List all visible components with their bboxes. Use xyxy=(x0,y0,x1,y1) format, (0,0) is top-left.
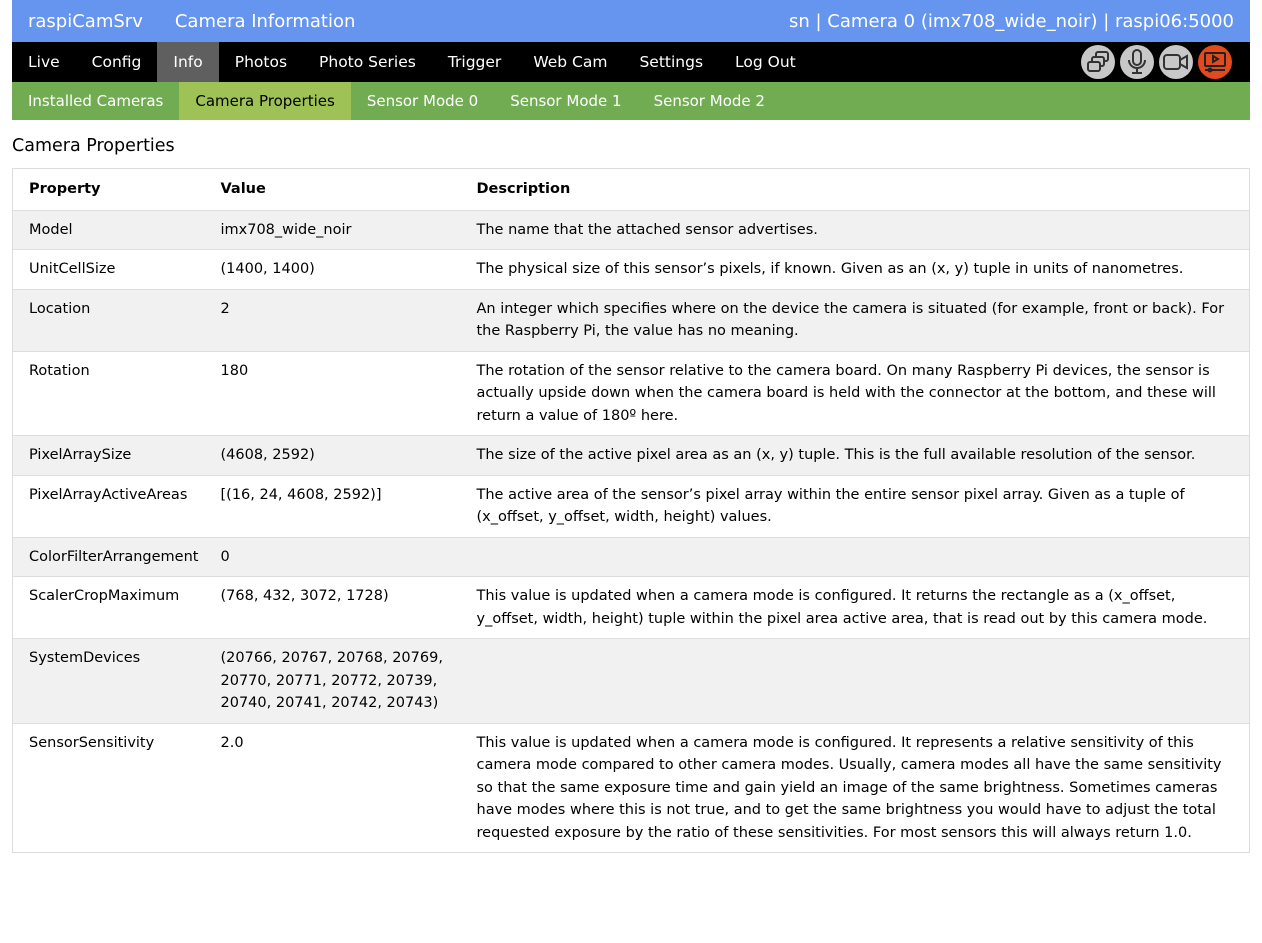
subnav-item-sensor-mode-2[interactable]: Sensor Mode 2 xyxy=(653,92,765,110)
nav-item-web-cam[interactable]: Web Cam xyxy=(533,53,608,71)
value-cell: (1400, 1400) xyxy=(220,261,315,277)
property-cell: UnitCellSize xyxy=(29,261,116,277)
value-cell: 2 xyxy=(220,300,230,317)
table-row: Rotation 180 The rotation of the sensor re… xyxy=(12,351,1250,436)
description-cell: The physical size of this sensor’s pixel… xyxy=(476,261,1184,277)
property-cell: Rotation xyxy=(29,362,90,379)
table-header-row: Property Value Description xyxy=(12,169,1250,210)
table-row: PixelArrayActiveAreas [(16, 24, 4608, 259… xyxy=(12,475,1250,537)
description-cell: This value is updated when a camera mode… xyxy=(476,734,1222,841)
nav-item-log-out[interactable]: Log Out xyxy=(735,53,796,71)
nav-item-settings[interactable]: Settings xyxy=(639,53,704,71)
camera-status: sn | Camera 0 (imx708_wide_noir) | raspi… xyxy=(789,10,1234,32)
table-row: ScalerCropMaximum (768, 432, 3072, 1728) T… xyxy=(12,577,1250,639)
table-row: Model imx708_wide_noir The name that the a… xyxy=(12,210,1250,250)
nav-item-config[interactable]: Config xyxy=(91,53,142,71)
description-cell: The name that the attached sensor advert… xyxy=(476,221,818,238)
column-header: Value xyxy=(220,181,266,197)
camera-properties-table: Property Value Description Model imx708_w… xyxy=(12,168,1250,853)
subnav-item-installed-cameras[interactable]: Installed Cameras xyxy=(28,92,164,110)
nav-icons xyxy=(1081,42,1250,82)
value-cell: (768, 432, 3072, 1728) xyxy=(220,588,389,604)
property-cell: ScalerCropMaximum xyxy=(29,588,180,604)
value-cell: (4608, 2592) xyxy=(220,447,315,463)
nav-item-info[interactable]: Info xyxy=(157,42,219,82)
nav-item-photos[interactable]: Photos xyxy=(234,53,288,71)
table-row: SensorSensitivity 2.0 This value is update… xyxy=(12,723,1250,853)
value-cell: 0 xyxy=(220,548,230,565)
description-cell: The rotation of the sensor relative to t… xyxy=(476,362,1216,424)
property-cell: ColorFilterArrangement xyxy=(29,548,199,565)
multi-window-icon[interactable] xyxy=(1081,45,1115,79)
description-cell: The size of the active pixel area as an … xyxy=(476,447,1196,463)
column-header: Description xyxy=(476,181,571,197)
page-title-header: Camera Information xyxy=(174,10,356,32)
nav-item-photo-series[interactable]: Photo Series xyxy=(319,53,416,71)
property-cell: Location xyxy=(29,300,91,317)
property-cell: SensorSensitivity xyxy=(29,734,155,751)
nav-item-trigger[interactable]: Trigger xyxy=(447,53,502,71)
property-cell: Model xyxy=(29,221,73,238)
description-cell: An integer which specifies where on the … xyxy=(476,300,1225,340)
description-cell: The active area of the sensor’s pixel ar… xyxy=(476,486,1185,526)
table-row: SystemDevices (20766, 20767, 20768, 20769… xyxy=(12,638,1250,724)
value-cell: imx708_wide_noir xyxy=(220,221,352,238)
subnav-item-camera-properties[interactable]: Camera Properties xyxy=(179,82,351,120)
property-cell: SystemDevices xyxy=(29,650,141,666)
description-cell xyxy=(461,537,1250,577)
main-nav: Live Config Info Photos Photo Series Trigger W… xyxy=(12,42,1250,82)
sub-nav: Installed Cameras Camera Properties Sensor… xyxy=(12,82,1250,120)
app-name[interactable]: raspiCamSrv xyxy=(28,10,143,32)
table-row: UnitCellSize (1400, 1400) The physical siz… xyxy=(12,250,1250,289)
subnav-item-sensor-mode-1[interactable]: Sensor Mode 1 xyxy=(510,92,622,110)
value-cell: [(16, 24, 4608, 2592)] xyxy=(220,486,382,503)
property-cell: PixelArraySize xyxy=(29,447,132,463)
description-cell: This value is updated when a camera mode… xyxy=(476,588,1208,627)
column-header: Property xyxy=(29,181,101,197)
table-row: ColorFilterArrangement 0 xyxy=(12,537,1250,577)
microphone-icon[interactable] xyxy=(1120,45,1154,79)
value-cell: 2.0 xyxy=(220,734,244,751)
table-row: Location 2 An integer which specifies wher… xyxy=(12,289,1250,351)
table-row: PixelArraySize (4608, 2592) The size of th… xyxy=(12,435,1250,475)
description-cell xyxy=(461,639,1250,724)
subnav-item-sensor-mode-0[interactable]: Sensor Mode 0 xyxy=(366,92,479,110)
nav-item-live[interactable]: Live xyxy=(28,53,60,71)
app-header: raspiCamSrv Camera Information sn | Came… xyxy=(12,0,1250,42)
value-cell: 180 xyxy=(220,362,249,379)
property-cell: PixelArrayActiveAreas xyxy=(29,486,188,503)
section-title: Camera Properties xyxy=(12,136,175,156)
video-camera-icon[interactable] xyxy=(1159,45,1193,79)
streaming-icon[interactable] xyxy=(1198,45,1232,79)
value-cell: (20766, 20767, 20768, 20769, 20770, 2077… xyxy=(220,650,443,711)
